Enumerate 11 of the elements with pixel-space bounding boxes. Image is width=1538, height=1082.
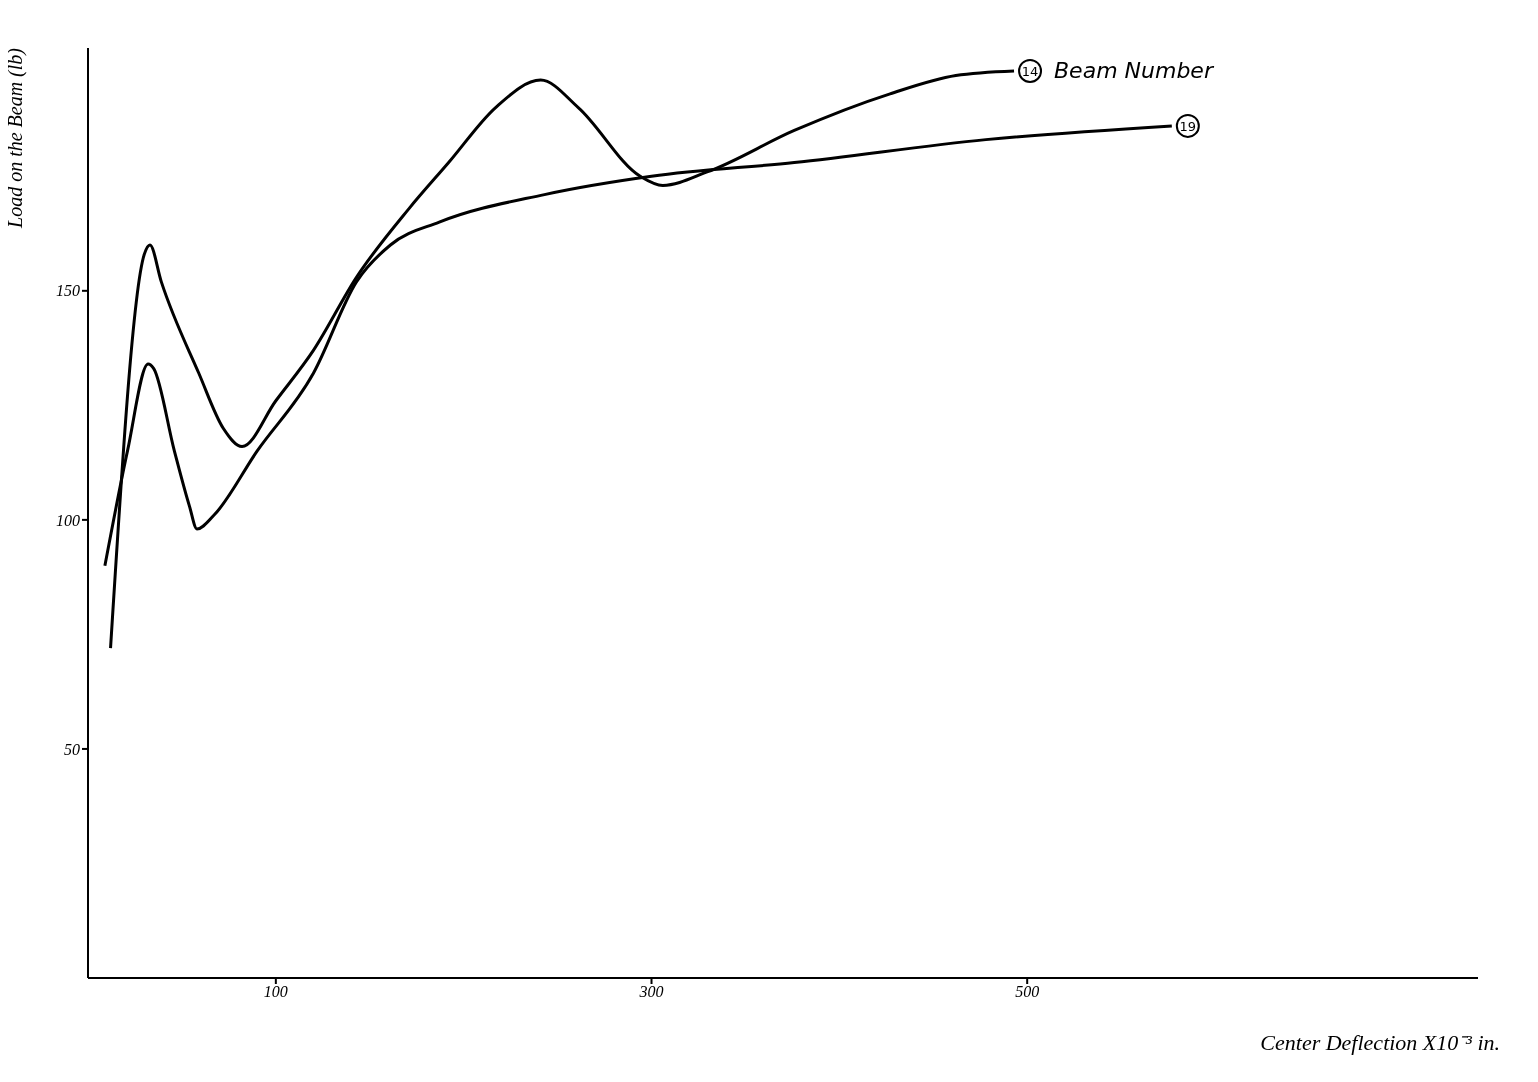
x-axis-title: Center Deflection X10⁻³ in. xyxy=(1260,1030,1500,1055)
y-axis-title: Load on the Beam (lb) xyxy=(4,47,28,229)
y-tick-label: 50 xyxy=(64,740,80,758)
x-tick-label: 300 xyxy=(638,983,664,1001)
x-tick-label: 100 xyxy=(263,983,288,1001)
x-tick-label: 500 xyxy=(1015,983,1040,1001)
annotation: Beam Number xyxy=(1054,57,1215,83)
y-tick-label: 100 xyxy=(56,511,80,529)
series-label: 14 xyxy=(1021,63,1039,79)
series-label: 19 xyxy=(1179,118,1197,134)
y-tick-label: 150 xyxy=(56,282,80,300)
